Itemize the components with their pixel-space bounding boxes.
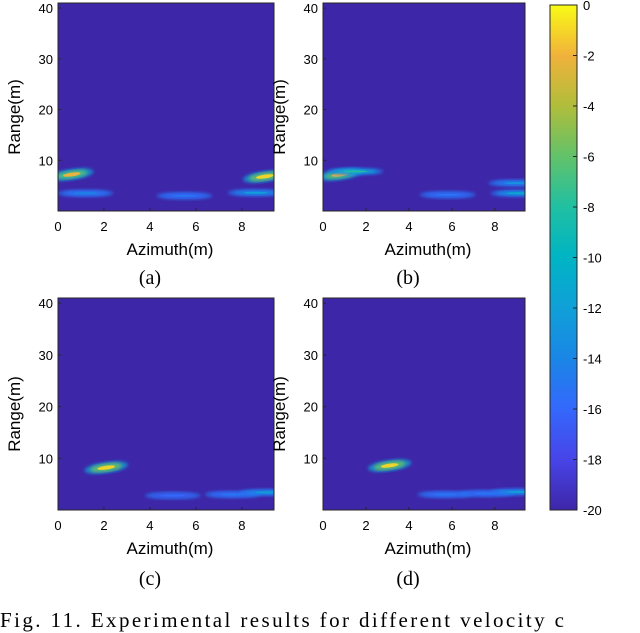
y-tick-label-b-0: 10 (304, 153, 318, 168)
x-tick-label-b-4: 8 (491, 219, 498, 234)
x-axis-label-a: Azimuth(m) (127, 240, 214, 259)
axes-frame-b (322, 2, 526, 212)
panel-label-d: (d) (396, 568, 419, 590)
figure-caption: Fig. 11. Experimental results for differ… (0, 608, 567, 632)
panel-b: 0 2 4 6 8 10 20 30 40 Azimuth(m) Range(m) (b) (270, 1, 526, 289)
y-tick-label-c-3: 40 (39, 296, 53, 311)
hotspot-c-0 (84, 461, 129, 474)
x-axis-label-b: Azimuth(m) (385, 240, 472, 259)
x-tick-label-d-3: 6 (448, 518, 455, 533)
heatmap-background-b (323, 3, 525, 211)
x-tick-label-d-1: 2 (362, 518, 369, 533)
x-tick-label-b-0: 0 (319, 219, 326, 234)
colorbar-gradient (549, 4, 578, 511)
colorbar-tick-label-8: -16 (583, 402, 602, 417)
y-tick-label-d-2: 30 (304, 348, 318, 363)
heatmap-background-c (58, 298, 274, 510)
x-tick-label-a-4: 8 (238, 219, 245, 234)
y-axis-label-c: Range(m) (5, 376, 24, 452)
hotspot-a-2 (58, 189, 114, 198)
x-tick-label-a-3: 6 (192, 219, 199, 234)
colorbar: 0 -2 -4 -6 -8 -10 -12 -14 -16 -18 -20 (549, 0, 602, 518)
x-axis-label-d: Azimuth(m) (385, 539, 472, 558)
y-tick-label-d-3: 40 (304, 296, 318, 311)
hotspot-b-2 (419, 190, 476, 199)
hotspot-d-3 (490, 487, 525, 496)
hotspot-b-4 (490, 189, 525, 198)
hotspot-b-1 (327, 167, 384, 176)
y-tick-label-b-2: 30 (304, 52, 318, 67)
hotspot-c-3 (239, 488, 274, 497)
heatmap-background-a (58, 3, 274, 211)
colorbar-tick-label-9: -18 (583, 453, 602, 468)
x-tick-label-c-1: 2 (100, 518, 107, 533)
panel-d: 0 2 4 6 8 10 20 30 40 Azimuth(m) Range(m) (d) (270, 296, 526, 590)
colorbar-tick-label-2: -4 (583, 99, 595, 114)
y-tick-label-a-0: 10 (39, 153, 53, 168)
hotspot-d-1 (417, 490, 474, 499)
x-tick-label-c-4: 8 (238, 518, 245, 533)
x-tick-label-b-2: 4 (405, 219, 412, 234)
axes-frame-a (57, 2, 275, 212)
x-axis-label-c: Azimuth(m) (127, 539, 214, 558)
colorbar-tick-label-7: -14 (583, 352, 602, 367)
axes-frame-d (322, 297, 526, 511)
colorbar-tick-label-0: 0 (583, 0, 590, 13)
x-tick-label-c-2: 4 (146, 518, 153, 533)
hotspot-a-1 (243, 170, 274, 183)
axes-frame-c (57, 297, 275, 511)
x-tick-label-a-0: 0 (54, 219, 61, 234)
panel-a: 0 2 4 6 8 10 20 30 40 Azimuth(m) Range(m) (a) (5, 1, 275, 289)
y-tick-label-c-0: 10 (39, 451, 53, 466)
y-tick-label-c-1: 20 (39, 400, 53, 415)
y-tick-label-a-3: 40 (39, 1, 53, 16)
y-axis-label-b: Range(m) (270, 79, 289, 155)
hotspot-a-0 (58, 168, 94, 181)
hotspot-b-3 (488, 179, 525, 188)
x-tick-label-a-1: 2 (100, 219, 107, 234)
hotspot-d-0 (367, 459, 412, 472)
y-tick-label-a-1: 20 (39, 103, 53, 118)
heatmap-background-d (323, 298, 525, 510)
colorbar-tick-label-6: -12 (583, 301, 602, 316)
x-tick-label-d-0: 0 (319, 518, 326, 533)
colorbar-tick-label-4: -8 (583, 200, 595, 215)
colorbar-tick-label-1: -2 (583, 49, 595, 64)
hotspot-c-1 (144, 491, 201, 500)
x-tick-label-d-4: 8 (491, 518, 498, 533)
panel-label-b: (b) (396, 267, 419, 289)
hotspot-a-3 (156, 191, 213, 200)
y-tick-label-d-0: 10 (304, 451, 318, 466)
y-tick-label-a-2: 30 (39, 52, 53, 67)
y-tick-label-b-1: 20 (304, 103, 318, 118)
colorbar-tick-label-5: -10 (583, 251, 602, 266)
panel-label-a: (a) (139, 267, 161, 289)
x-tick-label-b-3: 6 (448, 219, 455, 234)
panel-label-c: (c) (139, 568, 161, 590)
x-tick-label-b-1: 2 (362, 219, 369, 234)
x-tick-label-d-2: 4 (405, 518, 412, 533)
x-tick-label-a-2: 4 (146, 219, 153, 234)
y-axis-label-a: Range(m) (5, 79, 24, 155)
colorbar-tick-label-10: -20 (583, 503, 602, 518)
y-tick-label-d-1: 20 (304, 400, 318, 415)
panel-c: 0 2 4 6 8 10 20 30 40 Azimuth(m) Range(m) (c) (5, 296, 275, 590)
x-tick-label-c-0: 0 (54, 518, 61, 533)
x-tick-label-c-3: 6 (192, 518, 199, 533)
hotspot-a-4 (227, 188, 274, 197)
y-tick-label-c-2: 30 (39, 348, 53, 363)
y-axis-label-d: Range(m) (270, 376, 289, 452)
colorbar-tick-label-3: -6 (583, 150, 595, 165)
y-tick-label-b-3: 40 (304, 1, 318, 16)
